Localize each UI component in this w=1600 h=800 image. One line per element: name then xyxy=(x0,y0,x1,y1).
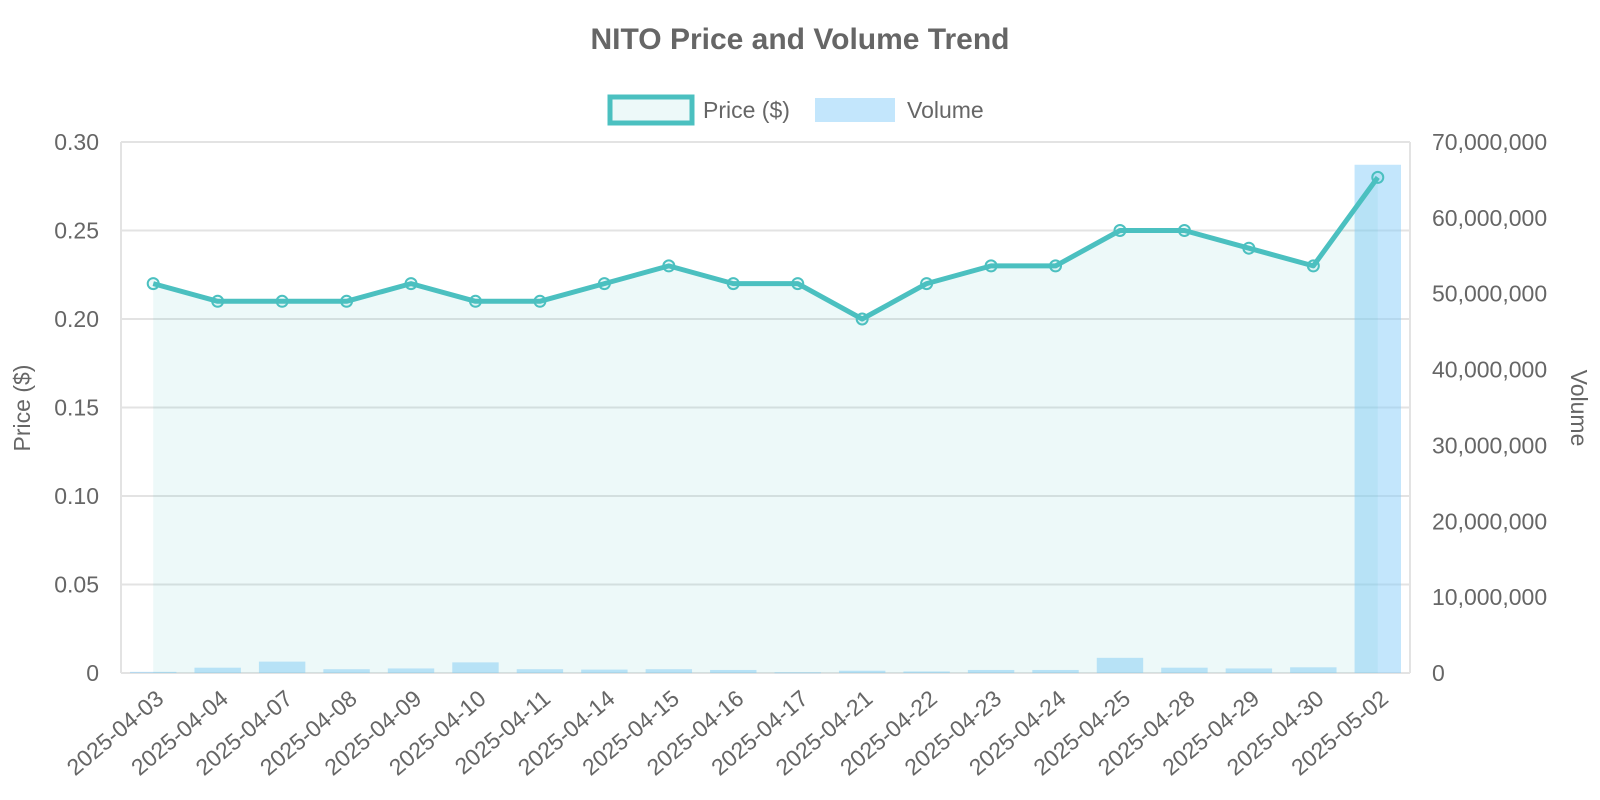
price-point[interactable] xyxy=(340,294,354,308)
volume-bar[interactable] xyxy=(130,671,177,673)
volume-bar[interactable] xyxy=(1290,667,1337,673)
price-point[interactable] xyxy=(1242,241,1256,255)
left-tick-label: 0.30 xyxy=(54,129,99,155)
price-point[interactable] xyxy=(855,312,869,326)
right-axis-ticks: 0 10,000,000 20,000,000 30,000,000 40,000,00… xyxy=(1432,129,1547,686)
price-point[interactable] xyxy=(791,277,805,291)
price-point[interactable] xyxy=(920,277,934,291)
right-tick-label: 40,000,000 xyxy=(1432,357,1547,383)
volume-bar[interactable] xyxy=(1354,164,1401,673)
price-point[interactable] xyxy=(1306,259,1320,273)
volume-bar[interactable] xyxy=(774,672,821,674)
price-points xyxy=(146,170,1385,326)
volume-bar[interactable] xyxy=(452,662,499,673)
legend-swatch-volume[interactable] xyxy=(815,98,895,122)
volume-bar[interactable] xyxy=(258,661,306,673)
left-tick-label: 0.05 xyxy=(54,572,99,598)
volume-bar[interactable] xyxy=(1032,669,1079,673)
price-point[interactable] xyxy=(597,277,611,291)
price-line-path xyxy=(152,175,1380,322)
volume-bar[interactable] xyxy=(387,668,435,673)
volume-bar[interactable] xyxy=(1225,668,1273,673)
left-axis-title: Price ($) xyxy=(9,365,35,452)
volume-bar[interactable] xyxy=(645,669,693,673)
volume-bar[interactable] xyxy=(323,669,370,673)
x-axis-ticks: 2025-04-032025-04-042025-04-072025-04-08… xyxy=(62,685,1393,781)
right-tick-label: 20,000,000 xyxy=(1432,508,1547,534)
legend-label-volume[interactable]: Volume xyxy=(907,97,984,123)
right-tick-label: 50,000,000 xyxy=(1432,281,1547,307)
left-tick-label: 0.20 xyxy=(54,306,99,332)
left-tick-label: 0.15 xyxy=(54,395,99,421)
price-point[interactable] xyxy=(275,294,289,308)
price-point[interactable] xyxy=(1177,224,1191,237)
volume-bars xyxy=(130,164,1401,674)
right-tick-label: 60,000,000 xyxy=(1432,205,1547,231)
volume-bar[interactable] xyxy=(194,667,241,673)
volume-bar[interactable] xyxy=(903,671,950,673)
legend-swatch-price[interactable] xyxy=(607,94,695,126)
price-point[interactable] xyxy=(211,294,225,308)
left-tick-label: 0.25 xyxy=(54,218,99,244)
price-point[interactable] xyxy=(726,277,740,291)
legend-label-price[interactable]: Price ($) xyxy=(703,97,790,123)
price-point[interactable] xyxy=(533,294,547,308)
volume-bar[interactable] xyxy=(838,670,886,673)
price-point[interactable] xyxy=(404,277,418,291)
legend: Price ($) Volume xyxy=(607,94,984,126)
volume-bar[interactable] xyxy=(581,669,628,673)
volume-bar[interactable] xyxy=(710,669,757,673)
price-point[interactable] xyxy=(1049,259,1063,273)
right-tick-label: 30,000,000 xyxy=(1432,432,1547,458)
price-area-fill xyxy=(153,177,1378,673)
right-tick-label: 10,000,000 xyxy=(1432,584,1547,610)
left-tick-label: 0 xyxy=(86,660,99,686)
price-area xyxy=(153,177,1378,673)
right-tick-label: 0 xyxy=(1432,660,1445,686)
right-tick-label: 70,000,000 xyxy=(1432,129,1547,155)
grid-lines xyxy=(120,141,1411,674)
volume-bar[interactable] xyxy=(1096,657,1144,673)
price-point[interactable] xyxy=(1113,224,1127,237)
price-point[interactable] xyxy=(146,277,160,291)
price-point[interactable] xyxy=(468,294,482,308)
price-point[interactable] xyxy=(984,259,998,273)
chart-title: NITO Price and Volume Trend xyxy=(591,23,1010,56)
left-tick-label: 0.10 xyxy=(54,483,99,509)
price-point[interactable] xyxy=(1371,170,1385,184)
volume-bar[interactable] xyxy=(1161,667,1208,673)
volume-bar[interactable] xyxy=(967,669,1015,673)
price-line xyxy=(152,175,1380,322)
right-axis-title: Volume xyxy=(1566,370,1592,447)
price-point[interactable] xyxy=(662,259,676,273)
volume-bar[interactable] xyxy=(516,669,564,673)
left-axis-ticks: 0 0.05 0.10 0.15 0.20 0.25 0.30 xyxy=(54,129,99,686)
